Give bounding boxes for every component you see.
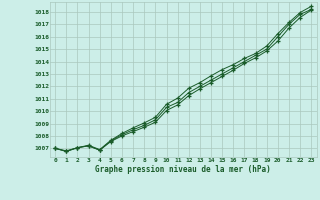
X-axis label: Graphe pression niveau de la mer (hPa): Graphe pression niveau de la mer (hPa) bbox=[95, 165, 271, 174]
